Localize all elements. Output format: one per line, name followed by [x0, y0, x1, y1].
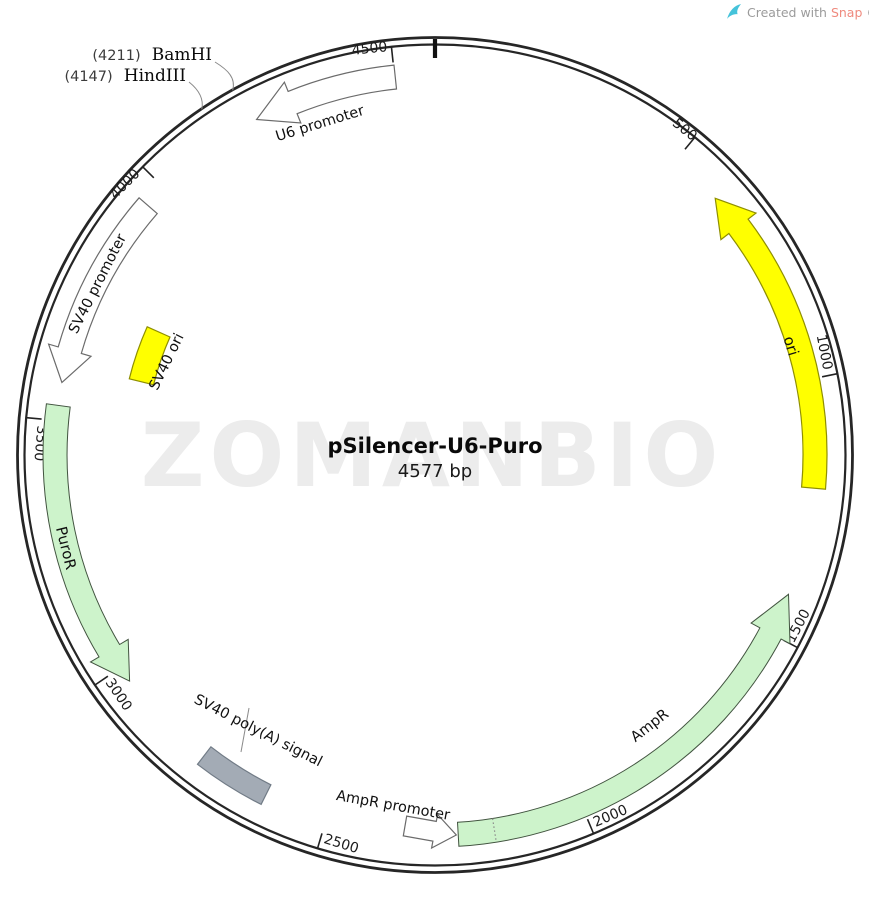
feature-ori-arrow — [714, 197, 828, 490]
feature-sv40-promoter-label: SV40 promoter — [66, 232, 130, 337]
feature-sv40-ori-block — [128, 326, 171, 386]
snapgene-icon — [727, 4, 741, 19]
tick-3000 — [95, 675, 109, 686]
tick-1000 — [821, 373, 837, 378]
plasmid-name: pSilencer-U6-Puro — [327, 434, 542, 458]
bamhi-position: (4211) — [92, 48, 140, 64]
backbone-circle-outer — [16, 36, 854, 874]
tick-2500 — [316, 833, 323, 849]
restriction-site-bamhi: (4211) BamHI — [92, 45, 212, 65]
feature-sv40-promoter-arrow — [47, 196, 159, 384]
credit-brand2: Gene — [867, 5, 869, 20]
credit-line: Created with Snap Gene ® — [727, 2, 869, 21]
watermark-text: ZOMANBIO — [141, 404, 724, 507]
tick-label-500: 500 — [669, 115, 700, 144]
restriction-site-hindiii: (4147) HindIII — [64, 66, 186, 86]
hindiii-name: HindIII — [124, 66, 186, 86]
tick-label-1000: 1000 — [813, 333, 836, 371]
tick-3500 — [26, 416, 42, 420]
credit-brand: Snap — [831, 5, 863, 20]
hindiii-leader-line — [188, 81, 203, 110]
feature-ori-label: ori — [780, 334, 803, 358]
feature-ampr-promoter-label: AmpR promoter — [335, 788, 451, 824]
tick-4500 — [390, 47, 394, 63]
tick-label-2500: 2500 — [322, 831, 361, 857]
feature-ampr-promoter-arrow — [402, 813, 458, 850]
bamhi-name: BamHI — [152, 45, 212, 65]
tick-label-4500: 4500 — [351, 39, 388, 59]
feature-ampr-arrow — [456, 593, 791, 847]
feature-ampr-label: AmpR — [628, 706, 672, 745]
feature-u6-promoter-arrow — [255, 64, 398, 124]
feature-sv40-polya-block — [196, 745, 272, 806]
credit-prefix: Created with — [747, 5, 831, 20]
plasmid-size: 4577 bp — [398, 461, 472, 482]
hindiii-position: (4147) — [64, 69, 112, 85]
tick-4000 — [142, 166, 155, 179]
credit-text: Created with Snap Gene ® — [747, 2, 869, 21]
tick-500 — [684, 137, 696, 150]
feature-puror-arrow — [42, 403, 131, 682]
tick-2000 — [586, 818, 595, 834]
bamhi-leader-line — [214, 61, 234, 91]
tick-marks — [26, 47, 837, 849]
sv40-polya-leader-line — [240, 707, 250, 753]
